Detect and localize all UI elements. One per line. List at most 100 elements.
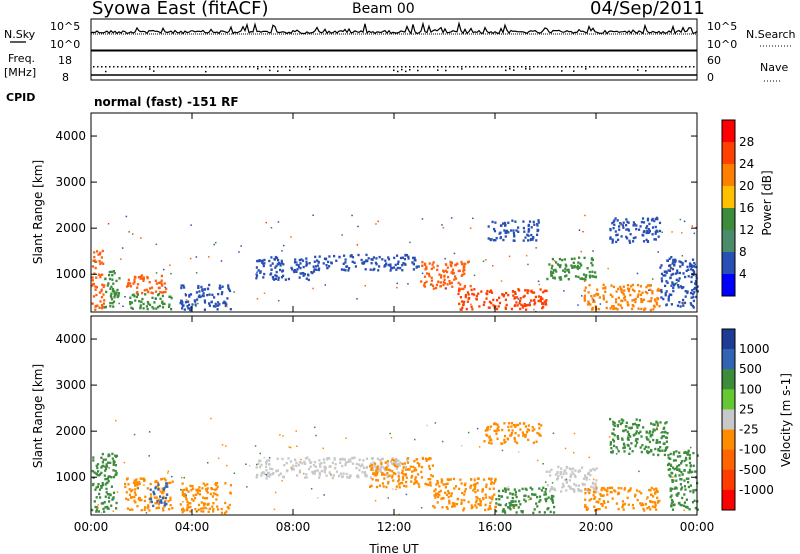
- data-cell: [292, 464, 295, 467]
- data-cell: [198, 489, 201, 492]
- freq-dot: [529, 68, 531, 70]
- data-cell: [653, 505, 657, 509]
- freq-dot: [425, 66, 427, 68]
- data-cell: [375, 485, 379, 489]
- data-cell: [126, 507, 129, 510]
- data-cell: [140, 498, 143, 502]
- noise-tick-top-right: 10^5: [707, 20, 737, 33]
- freq-dot: [397, 66, 399, 68]
- data-cell: [488, 290, 491, 293]
- data-cell: [420, 280, 423, 283]
- data-cell: [96, 304, 99, 307]
- data-cell: [404, 253, 407, 257]
- data-cell: [139, 477, 142, 480]
- data-cell: [552, 271, 555, 274]
- data-cell: [505, 503, 508, 505]
- data-cell: [347, 460, 350, 464]
- data-cell: [285, 469, 289, 473]
- data-cell: [664, 284, 667, 288]
- data-cell: [365, 474, 368, 477]
- data-cell: [503, 422, 506, 425]
- data-cell: [552, 495, 555, 498]
- data-cell: [220, 292, 223, 296]
- data-cell: [452, 271, 455, 275]
- data-cell: [548, 470, 551, 473]
- data-cell: [554, 268, 557, 272]
- data-cell: [542, 291, 545, 294]
- data-cell: [259, 271, 262, 274]
- y-tick-label: 4000: [55, 332, 86, 346]
- data-cell: [590, 261, 593, 265]
- data-cell: [544, 488, 548, 491]
- data-cell: [692, 299, 695, 303]
- freq-dot: [105, 66, 107, 68]
- data-cell: [521, 306, 524, 309]
- data-cell: [389, 263, 392, 266]
- data-cell: [269, 264, 272, 267]
- data-cell: [229, 484, 233, 487]
- data-cell: [202, 294, 205, 298]
- data-cell: [129, 296, 132, 299]
- freq-dot: [417, 66, 419, 68]
- data-cell: [446, 482, 449, 485]
- data-cell: [200, 501, 203, 504]
- data-cell: [438, 493, 441, 497]
- noise-trace: [90, 21, 698, 35]
- data-cell: [636, 498, 639, 502]
- data-cell: [318, 476, 321, 479]
- freq-dot: [521, 66, 523, 68]
- data-cell: [343, 254, 346, 257]
- data-cell: [657, 453, 660, 457]
- data-cell: [636, 426, 639, 429]
- data-cell: [225, 510, 228, 513]
- data-cell: [662, 427, 665, 430]
- freq-dot: [297, 66, 299, 68]
- data-cell: [675, 467, 678, 470]
- data-cell: [375, 478, 378, 482]
- data-cell: [106, 481, 109, 484]
- data-cell: [453, 252, 456, 255]
- data-cell: [257, 269, 260, 272]
- data-cell: [443, 278, 446, 281]
- data-cell: [560, 476, 564, 479]
- data-cell: [393, 463, 396, 466]
- data-cell: [113, 296, 116, 299]
- data-cell: [656, 489, 659, 493]
- data-cell: [501, 442, 504, 445]
- data-cell: [579, 262, 582, 265]
- data-cell: [159, 297, 162, 300]
- data-cell: [277, 221, 280, 223]
- data-cell: [563, 470, 566, 473]
- data-cell: [672, 476, 674, 478]
- data-cell: [430, 279, 433, 282]
- data-cell: [413, 469, 416, 472]
- data-cell: [487, 225, 490, 228]
- data-cell: [667, 468, 670, 471]
- data-cell: [281, 457, 284, 461]
- data-cell: [233, 291, 235, 293]
- freq-dot: [241, 66, 243, 68]
- freq-dot: [237, 66, 239, 68]
- freq-dot: [529, 66, 531, 68]
- data-cell: [637, 432, 641, 435]
- data-cell: [617, 303, 620, 306]
- data-cell: [305, 260, 308, 263]
- data-cell: [113, 290, 116, 293]
- data-cell: [475, 297, 478, 301]
- data-cell: [93, 500, 96, 503]
- data-cell: [139, 304, 142, 307]
- data-cell: [612, 420, 615, 424]
- data-cell: [381, 473, 384, 476]
- data-cell: [214, 492, 217, 496]
- data-cell: [139, 277, 142, 280]
- data-cell: [518, 489, 521, 492]
- data-cell: [616, 233, 619, 236]
- freq-dot: [457, 66, 459, 68]
- data-cell: [528, 303, 531, 307]
- data-cell: [402, 466, 405, 469]
- data-cell: [91, 483, 95, 487]
- data-cell: [339, 458, 342, 461]
- data-cell: [514, 424, 517, 427]
- data-cell: [683, 485, 686, 488]
- data-cell: [113, 293, 116, 297]
